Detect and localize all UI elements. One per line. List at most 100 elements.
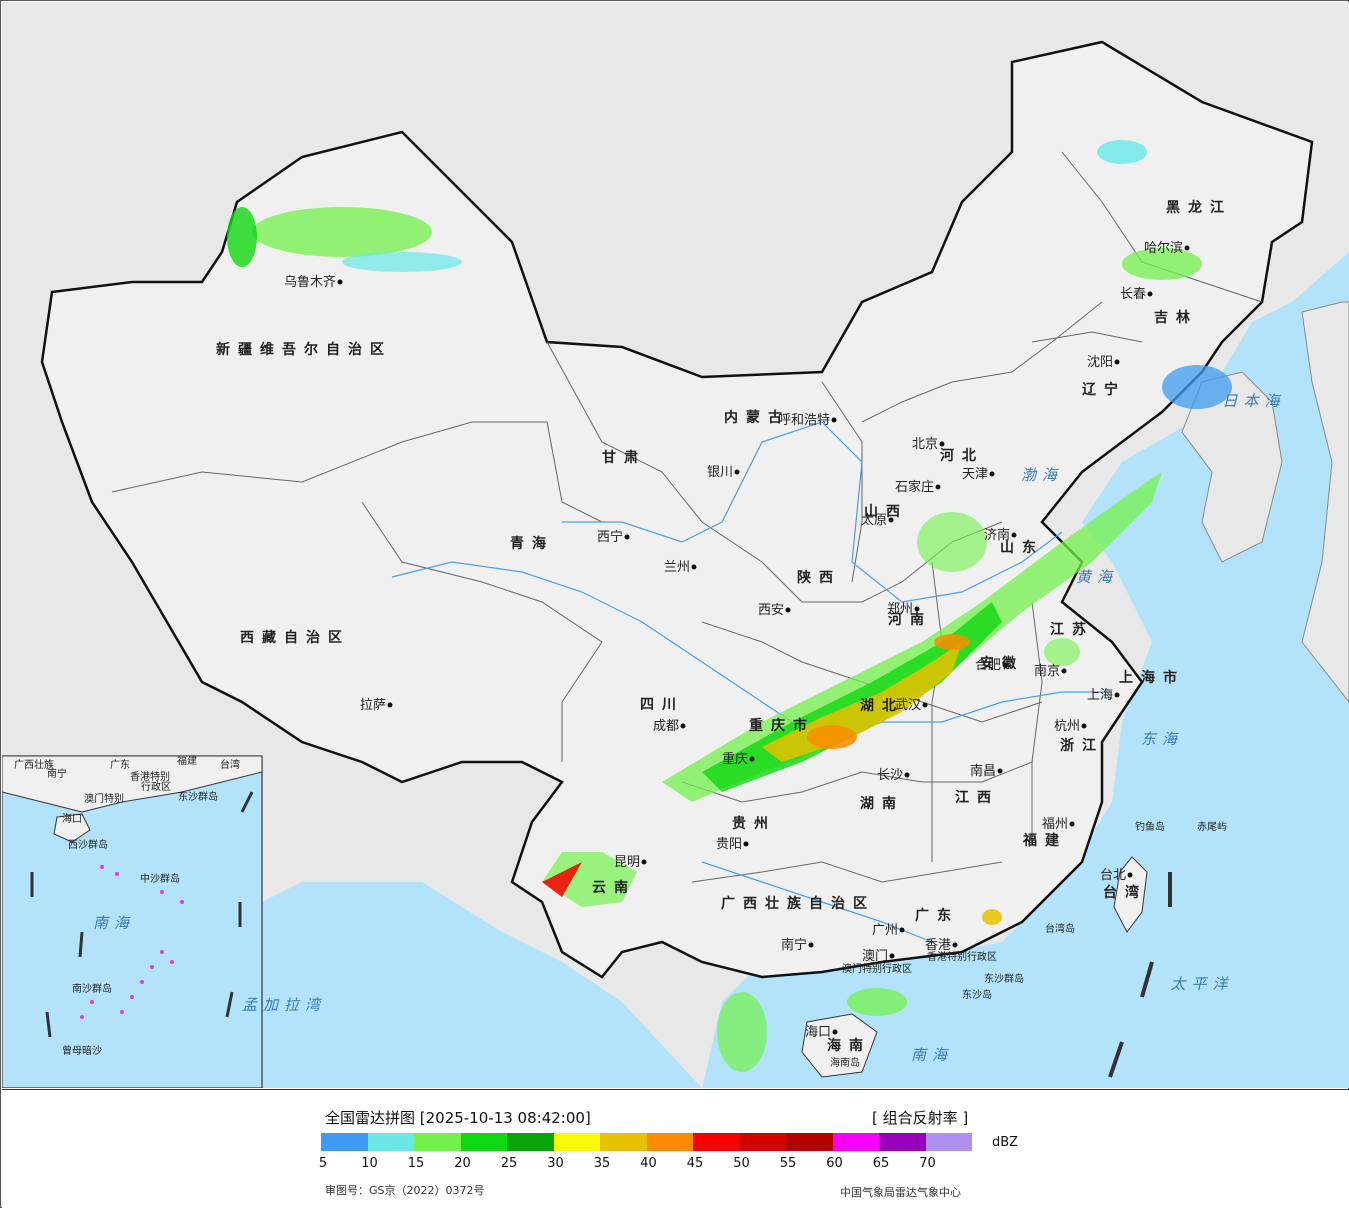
city-label-marker — [888, 517, 894, 523]
sea-label: 南海 — [911, 1046, 953, 1064]
city-label-marker — [743, 841, 749, 847]
city-label: 福州 — [1042, 817, 1068, 832]
province-label: 陕西 — [797, 569, 841, 586]
south-china-sea-inset — [2, 755, 263, 1088]
province-label: 黑龙江 — [1166, 199, 1232, 216]
island-label: 赤尾屿 — [1197, 821, 1227, 833]
province-label: 安徽 — [980, 655, 1024, 672]
province-label: 海南 — [827, 1037, 871, 1054]
city-label: 沈阳 — [1087, 355, 1113, 370]
map-review-number: 审图号：GS京（2022）0372号 — [325, 1184, 485, 1197]
city-label: 济南 — [984, 527, 1010, 543]
inset-label: 东沙群岛 — [178, 790, 218, 803]
legend-swatch — [460, 1133, 507, 1151]
city-label-marker — [1081, 723, 1087, 729]
province-label: 内蒙古 — [724, 409, 790, 426]
island-label: 钓鱼岛 — [1135, 820, 1165, 833]
legend-tick-label: 10 — [361, 1156, 378, 1171]
city-label-marker — [1011, 532, 1017, 538]
legend-swatch — [600, 1133, 647, 1151]
province-label: 辽宁 — [1082, 381, 1126, 398]
city-label: 兰州 — [664, 560, 690, 575]
maritime-boundary-lines — [1108, 872, 1172, 1078]
island-label: 香港特别行政区 — [927, 950, 997, 963]
city-label-marker — [1002, 662, 1008, 668]
province-label: 山西 — [864, 504, 908, 520]
legend-unit: dBZ — [992, 1135, 1019, 1150]
city-label-marker — [749, 756, 755, 762]
city-label-marker — [1147, 291, 1153, 297]
legend-tick-label: 40 — [640, 1156, 657, 1171]
inset-label: 台湾 — [220, 758, 240, 771]
city-label: 广州 — [872, 923, 898, 938]
city-label: 石家庄 — [895, 479, 934, 495]
city-label: 南宁 — [781, 937, 807, 953]
city-label: 银川 — [707, 465, 733, 480]
city-label-marker — [889, 953, 895, 959]
city-label-marker — [641, 859, 647, 865]
city-label: 贵阳 — [716, 837, 742, 852]
province-label: 福建 — [1022, 832, 1067, 849]
legend-tick-label: 15 — [407, 1156, 425, 1171]
city-label: 太原 — [861, 513, 887, 528]
inset-label: 行政区 — [141, 780, 171, 793]
province-label: 重庆市 — [749, 717, 815, 734]
legend-swatch — [879, 1133, 926, 1151]
city-label-marker — [785, 607, 791, 613]
legend-swatch — [693, 1133, 740, 1151]
legend-color-bar — [321, 1133, 972, 1151]
inset-label: 南海 — [93, 914, 135, 932]
city-label-marker — [914, 606, 920, 612]
inset-label: 中沙群岛 — [140, 872, 180, 885]
organization-name: 中国气象局雷达气象中心 — [840, 1186, 961, 1199]
city-label-marker — [680, 723, 686, 729]
legend-tick-label: 50 — [733, 1156, 750, 1171]
province-label: 江西 — [955, 789, 999, 806]
city-label-marker — [899, 927, 905, 933]
city-label: 杭州 — [1054, 719, 1080, 734]
inset-label: 南沙群岛 — [72, 982, 112, 995]
city-label: 重庆 — [722, 751, 748, 767]
city-label: 上海 — [1087, 688, 1113, 703]
legend-tick-label: 30 — [547, 1156, 564, 1171]
city-label: 海口 — [805, 1025, 831, 1040]
city-label-marker — [1114, 359, 1120, 365]
island-label: 东沙岛 — [962, 988, 992, 1001]
city-label: 长春 — [1120, 287, 1146, 302]
city-label: 南京 — [1034, 663, 1060, 679]
city-label-marker — [997, 768, 1003, 774]
island-label: 海南岛 — [830, 1056, 860, 1069]
city-label: 长沙 — [877, 768, 903, 783]
korea-peninsula — [1181, 371, 1283, 563]
legend-swatch — [786, 1133, 833, 1151]
inset-label: 福建 — [177, 754, 197, 767]
city-label: 成都 — [653, 719, 679, 734]
island-label: 东沙群岛 — [984, 972, 1024, 985]
province-label: 江苏 — [1050, 621, 1094, 638]
city-label: 乌鲁木齐 — [284, 274, 336, 290]
city-label-marker — [1184, 245, 1190, 251]
province-label: 湖南 — [860, 795, 904, 812]
legend-swatch — [646, 1133, 693, 1151]
sea-label: 孟加拉湾 — [242, 996, 326, 1014]
legend-swatch — [553, 1133, 600, 1151]
inset-label: 西沙群岛 — [68, 838, 108, 851]
sea-label: 黄海 — [1076, 568, 1118, 586]
rivers — [391, 421, 1112, 943]
city-label-marker — [624, 534, 630, 540]
city-label: 西安 — [758, 603, 784, 618]
province-label: 青海 — [510, 535, 554, 552]
legend-tick-label: 45 — [686, 1156, 704, 1171]
city-label-marker — [387, 702, 393, 708]
province-label: 广东 — [915, 907, 959, 924]
legend-swatch — [414, 1133, 461, 1151]
city-label: 昆明 — [614, 855, 640, 870]
city-label: 合肥 — [975, 658, 1001, 673]
province-label: 吉林 — [1154, 309, 1198, 326]
city-label: 西宁 — [597, 529, 623, 545]
